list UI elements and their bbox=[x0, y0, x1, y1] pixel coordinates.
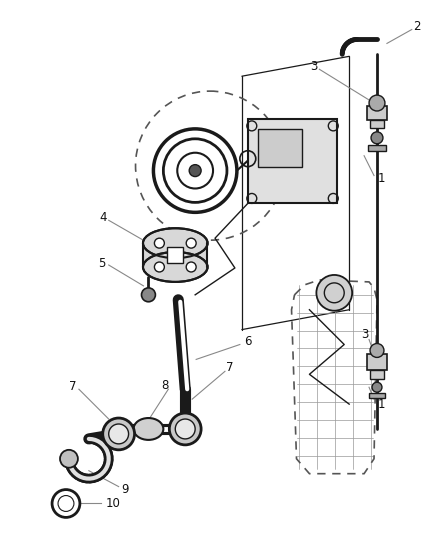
Bar bbox=[369, 120, 383, 128]
Circle shape bbox=[154, 238, 164, 248]
Bar bbox=[367, 145, 385, 151]
Circle shape bbox=[186, 262, 196, 272]
Circle shape bbox=[175, 419, 195, 439]
Bar bbox=[369, 370, 383, 379]
Bar bbox=[257, 129, 302, 167]
Circle shape bbox=[370, 132, 382, 144]
Bar bbox=[368, 393, 384, 398]
Text: 7: 7 bbox=[226, 361, 233, 374]
Circle shape bbox=[141, 288, 155, 302]
Text: 8: 8 bbox=[161, 379, 169, 392]
Text: 9: 9 bbox=[120, 483, 128, 496]
Circle shape bbox=[102, 418, 134, 450]
Text: 3: 3 bbox=[360, 328, 368, 341]
Text: 5: 5 bbox=[98, 256, 105, 270]
Circle shape bbox=[60, 450, 78, 468]
Bar bbox=[366, 106, 386, 120]
Text: 1: 1 bbox=[376, 172, 384, 185]
Circle shape bbox=[109, 424, 128, 444]
Circle shape bbox=[186, 238, 196, 248]
Text: 7: 7 bbox=[69, 379, 77, 393]
Bar bbox=[143, 243, 207, 267]
Ellipse shape bbox=[143, 228, 207, 258]
Text: 3: 3 bbox=[309, 60, 316, 73]
Circle shape bbox=[368, 95, 384, 111]
Ellipse shape bbox=[133, 418, 163, 440]
Circle shape bbox=[369, 343, 383, 358]
Circle shape bbox=[371, 382, 381, 392]
Circle shape bbox=[189, 165, 201, 176]
Text: 2: 2 bbox=[412, 20, 420, 33]
Circle shape bbox=[154, 262, 164, 272]
Bar bbox=[366, 354, 386, 370]
Bar bbox=[167, 247, 183, 263]
Text: 4: 4 bbox=[99, 211, 106, 224]
Text: 6: 6 bbox=[244, 335, 251, 348]
Circle shape bbox=[316, 275, 351, 311]
Bar bbox=[247, 119, 336, 204]
Circle shape bbox=[169, 413, 201, 445]
Text: 10: 10 bbox=[105, 497, 120, 510]
Ellipse shape bbox=[143, 252, 207, 282]
Text: 1: 1 bbox=[376, 398, 384, 410]
